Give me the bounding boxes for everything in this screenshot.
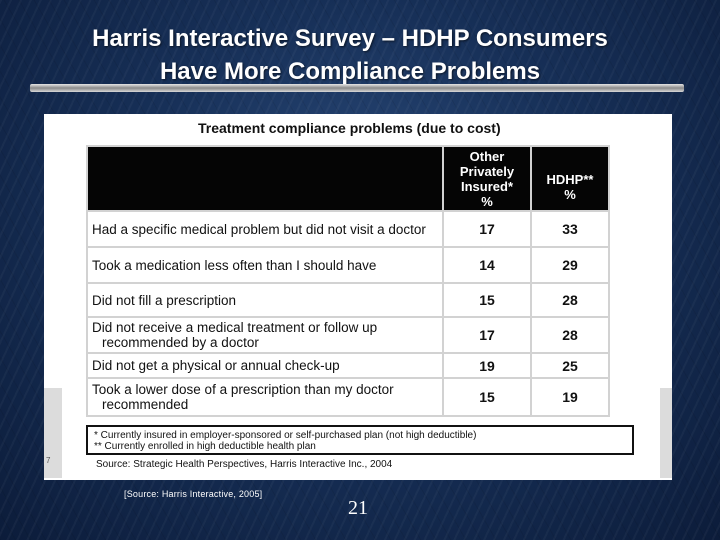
slide-title-line1: Harris Interactive Survey – HDHP Consume…: [92, 25, 608, 52]
header-hdhp-line2: %: [564, 186, 576, 202]
slide-title-line2: Have More Compliance Problems: [159, 58, 541, 85]
table-row: Did not fill a prescription 15 28: [86, 282, 610, 318]
cell-other: 15: [442, 282, 532, 318]
row-label-line2: recommended by a doctor: [102, 335, 259, 350]
header-other-line2: Privately: [459, 163, 515, 179]
cell-hdhp: 25: [530, 352, 610, 379]
table-header-row: Other Privately Insured* % HDHP** %: [86, 145, 610, 212]
panel-number: 7: [46, 456, 51, 465]
row-label-line1: Did not receive a medical treatment or f…: [92, 320, 378, 335]
table-row: Took a lower dose of a prescription than…: [86, 377, 610, 417]
page-number: 21: [348, 497, 368, 519]
row-label-line2: recommended: [102, 397, 189, 412]
row-label-line1: Did not get a physical or annual check-u…: [92, 358, 340, 373]
table-row: Did not get a physical or annual check-u…: [86, 352, 610, 379]
cell-other: 15: [442, 377, 532, 417]
row-label: Did not fill a prescription: [86, 282, 444, 318]
row-label-line1: Took a lower dose of a prescription than…: [92, 382, 394, 397]
panel-side-strip-right: [660, 388, 672, 478]
title-divider: [30, 84, 684, 92]
cell-other: 14: [442, 246, 532, 284]
compliance-table: Other Privately Insured* % HDHP** % Had …: [86, 145, 610, 417]
row-label: Took a lower dose of a prescription than…: [86, 377, 444, 417]
row-label: Did not get a physical or annual check-u…: [86, 352, 444, 379]
panel-side-strip-left: [44, 388, 62, 478]
header-other-privately-insured: Other Privately Insured* %: [442, 145, 532, 212]
slide-citation: [Source: Harris Interactive, 2005]: [124, 489, 263, 499]
row-label-line1: Had a specific medical problem but did n…: [92, 221, 426, 237]
footnote-box: * Currently insured in employer-sponsore…: [86, 425, 634, 455]
cell-other: 17: [442, 316, 532, 354]
table-row: Took a medication less often than I shou…: [86, 246, 610, 284]
header-other-line3: Insured*: [460, 178, 513, 194]
cell-hdhp: 33: [530, 210, 610, 248]
row-label: Took a medication less often than I shou…: [86, 246, 444, 284]
table-row: Did not receive a medical treatment or f…: [86, 316, 610, 354]
table-row: Had a specific medical problem but did n…: [86, 210, 610, 248]
header-blank-cell: [86, 145, 444, 212]
cell-other: 19: [442, 352, 532, 379]
row-label: Had a specific medical problem but did n…: [86, 210, 444, 248]
footnote-2: ** Currently enrolled in high deductible…: [94, 441, 316, 452]
cell-other: 17: [442, 210, 532, 248]
row-label-line1: Did not fill a prescription: [92, 292, 237, 308]
row-label-line1: Took a medication less often than I shou…: [92, 257, 377, 273]
cell-hdhp: 28: [530, 316, 610, 354]
header-hdhp: HDHP** %: [530, 145, 610, 212]
table-title: Treatment compliance problems (due to co…: [198, 120, 501, 136]
cell-hdhp: 29: [530, 246, 610, 284]
footnote-1: * Currently insured in employer-sponsore…: [94, 430, 477, 441]
cell-hdhp: 19: [530, 377, 610, 417]
slide-title: Harris Interactive Survey – HDHP Consume…: [20, 22, 680, 88]
row-label: Did not receive a medical treatment or f…: [86, 316, 444, 354]
header-hdhp-line1: HDHP**: [546, 171, 594, 187]
table-source: Source: Strategic Health Perspectives, H…: [96, 459, 393, 470]
header-other-line4: %: [481, 193, 493, 209]
cell-hdhp: 28: [530, 282, 610, 318]
header-other-line1: Other: [469, 148, 505, 164]
